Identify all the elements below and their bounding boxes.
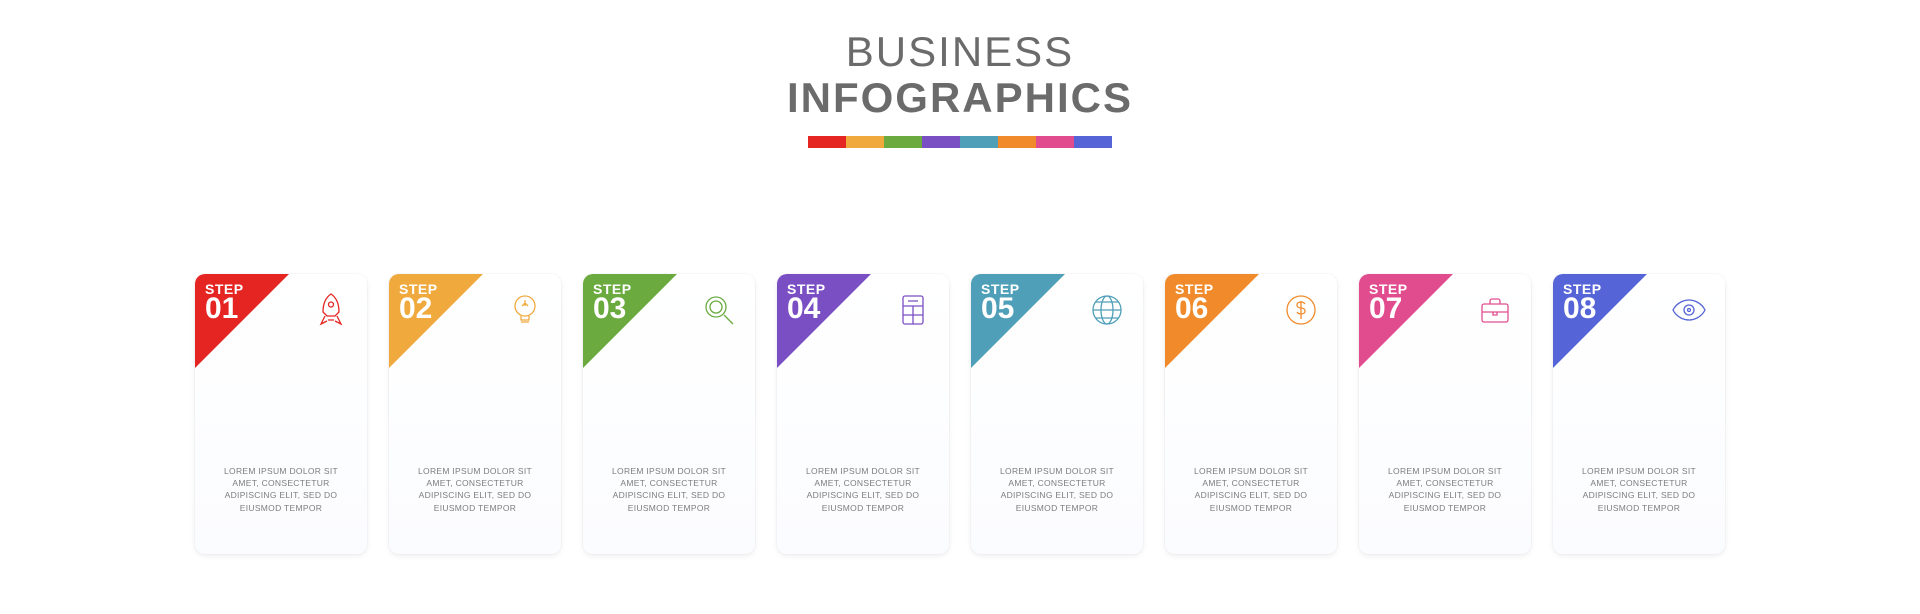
corner-label: STEP 03 bbox=[593, 282, 632, 324]
step-card-05: STEP 05 LOREM IPSUM DOLOR SIT AMET, CONS… bbox=[971, 274, 1143, 554]
step-number: 07 bbox=[1369, 294, 1408, 324]
card-body-text: LOREM IPSUM DOLOR SIT AMET, CONSECTETUR … bbox=[583, 465, 755, 514]
corner-label: STEP 08 bbox=[1563, 282, 1602, 324]
title-line-1: BUSINESS bbox=[0, 28, 1920, 76]
step-number: 03 bbox=[593, 294, 632, 324]
corner-label: STEP 01 bbox=[205, 282, 244, 324]
color-seg-4 bbox=[922, 136, 960, 148]
corner-label: STEP 04 bbox=[787, 282, 826, 324]
step-card-08: STEP 08 LOREM IPSUM DOLOR SIT AMET, CONS… bbox=[1553, 274, 1725, 554]
color-seg-2 bbox=[846, 136, 884, 148]
step-number: 05 bbox=[981, 294, 1020, 324]
step-number: 08 bbox=[1563, 294, 1602, 324]
step-card-07: STEP 07 LOREM IPSUM DOLOR SIT AMET, CONS… bbox=[1359, 274, 1531, 554]
dollar-icon bbox=[1279, 288, 1323, 332]
corner-label: STEP 06 bbox=[1175, 282, 1214, 324]
color-seg-5 bbox=[960, 136, 998, 148]
step-card-04: STEP 04 LOREM IPSUM DOLOR SIT AMET, CONS… bbox=[777, 274, 949, 554]
corner-label: STEP 02 bbox=[399, 282, 438, 324]
step-number: 04 bbox=[787, 294, 826, 324]
eye-icon bbox=[1667, 288, 1711, 332]
step-card-06: STEP 06 LOREM IPSUM DOLOR SIT AMET, CONS… bbox=[1165, 274, 1337, 554]
card-body-text: LOREM IPSUM DOLOR SIT AMET, CONSECTETUR … bbox=[777, 465, 949, 514]
color-seg-6 bbox=[998, 136, 1036, 148]
step-card-02: STEP 02 LOREM IPSUM DOLOR SIT AMET, CONS… bbox=[389, 274, 561, 554]
infographic-page: BUSINESS INFOGRAPHICS STEP 01 LOREM IPSU… bbox=[0, 0, 1920, 614]
color-seg-8 bbox=[1074, 136, 1112, 148]
card-body-text: LOREM IPSUM DOLOR SIT AMET, CONSECTETUR … bbox=[1165, 465, 1337, 514]
step-number: 01 bbox=[205, 294, 244, 324]
card-body-text: LOREM IPSUM DOLOR SIT AMET, CONSECTETUR … bbox=[1553, 465, 1725, 514]
card-body-text: LOREM IPSUM DOLOR SIT AMET, CONSECTETUR … bbox=[389, 465, 561, 514]
card-body-text: LOREM IPSUM DOLOR SIT AMET, CONSECTETUR … bbox=[1359, 465, 1531, 514]
rocket-icon bbox=[309, 288, 353, 332]
step-card-01: STEP 01 LOREM IPSUM DOLOR SIT AMET, CONS… bbox=[195, 274, 367, 554]
header: BUSINESS INFOGRAPHICS bbox=[0, 0, 1920, 148]
corner-label: STEP 07 bbox=[1369, 282, 1408, 324]
step-card-03: STEP 03 LOREM IPSUM DOLOR SIT AMET, CONS… bbox=[583, 274, 755, 554]
color-bar bbox=[808, 136, 1112, 148]
globe-icon bbox=[1085, 288, 1129, 332]
title-line-2: INFOGRAPHICS bbox=[0, 74, 1920, 122]
briefcase-icon bbox=[1473, 288, 1517, 332]
step-number: 06 bbox=[1175, 294, 1214, 324]
calculator-icon bbox=[891, 288, 935, 332]
lightbulb-icon bbox=[503, 288, 547, 332]
corner-label: STEP 05 bbox=[981, 282, 1020, 324]
card-body-text: LOREM IPSUM DOLOR SIT AMET, CONSECTETUR … bbox=[195, 465, 367, 514]
color-seg-3 bbox=[884, 136, 922, 148]
step-number: 02 bbox=[399, 294, 438, 324]
card-body-text: LOREM IPSUM DOLOR SIT AMET, CONSECTETUR … bbox=[971, 465, 1143, 514]
cards-row: STEP 01 LOREM IPSUM DOLOR SIT AMET, CONS… bbox=[0, 274, 1920, 554]
magnifier-icon bbox=[697, 288, 741, 332]
color-seg-7 bbox=[1036, 136, 1074, 148]
color-seg-1 bbox=[808, 136, 846, 148]
